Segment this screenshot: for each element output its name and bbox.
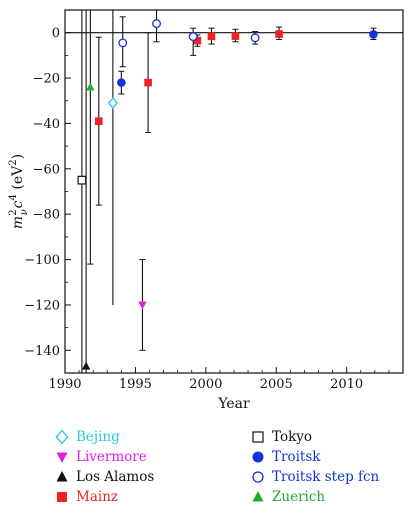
data-point [144, 78, 152, 87]
x-tick-label: 2000 [189, 377, 222, 392]
data-point [275, 30, 283, 38]
legend-item-livermore: Livermore [56, 449, 147, 465]
legend-label: Tokyo [272, 429, 312, 445]
legend-item-mainz: Mainz [57, 489, 118, 505]
data-point [95, 117, 103, 125]
legend-marker [57, 492, 67, 502]
x-tick-label: 1995 [119, 377, 152, 392]
legend-label: Los Alamos [76, 469, 154, 485]
data-point [369, 29, 378, 39]
legend-marker [252, 451, 264, 463]
legend-marker [252, 491, 264, 502]
legend-item-zuerich: Zuerich [252, 489, 325, 505]
y-tick-label: −140 [24, 344, 60, 359]
legend-label: Bejing [76, 429, 120, 445]
x-tick-label: 1990 [48, 377, 81, 392]
y-title-unit-close: ) [10, 154, 26, 159]
legend-marker [252, 471, 264, 483]
plot-area [65, 10, 403, 373]
data-point [77, 175, 87, 185]
data-point [118, 38, 128, 48]
y-title-sup2: 4 [8, 194, 19, 200]
y-title-sub: ν [19, 209, 30, 215]
series-troitsk [117, 27, 378, 95]
legend-label: Livermore [76, 449, 147, 465]
series-tokyo [77, 10, 87, 373]
y-axis-title: m2νc4 (eV2) [8, 154, 30, 229]
legend-marker [55, 429, 69, 445]
data-point [107, 97, 118, 109]
y-title-mid: c [10, 200, 26, 208]
legend-item-troitsk: Troitsk [252, 449, 321, 465]
y-tick-label: −20 [33, 72, 60, 87]
data-point [81, 361, 91, 370]
y-tick-label: −40 [33, 117, 60, 132]
axes: 1990 1995 2000 2005 2010 0 −20 −40 −60 −80 −100 −12… [8, 9, 404, 412]
legend-item-bejing: Bejing [55, 429, 120, 445]
series-bejing [107, 97, 118, 109]
legend-label: Mainz [76, 489, 118, 505]
legend-item-tokyo: Tokyo [252, 429, 312, 445]
data-point [207, 32, 216, 41]
x-tick-label: 2005 [260, 377, 293, 392]
y-title-unit-sup: 2 [8, 159, 19, 165]
data-point [188, 32, 198, 41]
data-point [86, 82, 95, 91]
legend-marker [252, 431, 264, 443]
legend-label: Troitsk step fcn [272, 469, 380, 485]
legend-label: Zuerich [272, 489, 325, 505]
y-tick-label: −60 [33, 162, 60, 177]
data-point [231, 32, 240, 40]
series-troitsk-step-fcn [118, 10, 260, 68]
series-livermore [138, 259, 147, 351]
y-tick-label: 0 [52, 26, 60, 41]
legend-item-los-alamos: Los Alamos [56, 469, 154, 485]
legend: Bejing Livermore Los Alamos Mainz Tokyo Troit… [55, 429, 380, 505]
data-point [193, 36, 202, 45]
y-tick-label: −120 [24, 298, 60, 313]
series-los-alamos [81, 10, 91, 373]
y-tick-label: −80 [33, 208, 60, 223]
y-title-sup: 2 [8, 209, 19, 215]
legend-marker [56, 452, 68, 463]
y-title-base: m [10, 216, 26, 229]
y-title-unit: (eV [10, 165, 26, 194]
y-tick-label: −100 [24, 253, 60, 268]
series-zuerich [86, 10, 95, 265]
data-point [138, 301, 147, 310]
x-axis-title: Year [217, 396, 250, 412]
plot-frame [64, 9, 404, 374]
legend-label: Troitsk [272, 449, 321, 465]
data-point [250, 33, 260, 43]
data-point [117, 78, 126, 87]
legend-item-troitsk-step-fcn: Troitsk step fcn [252, 469, 380, 485]
x-tick-label: 2010 [330, 377, 363, 392]
data-point [152, 19, 161, 29]
legend-marker [56, 471, 68, 482]
